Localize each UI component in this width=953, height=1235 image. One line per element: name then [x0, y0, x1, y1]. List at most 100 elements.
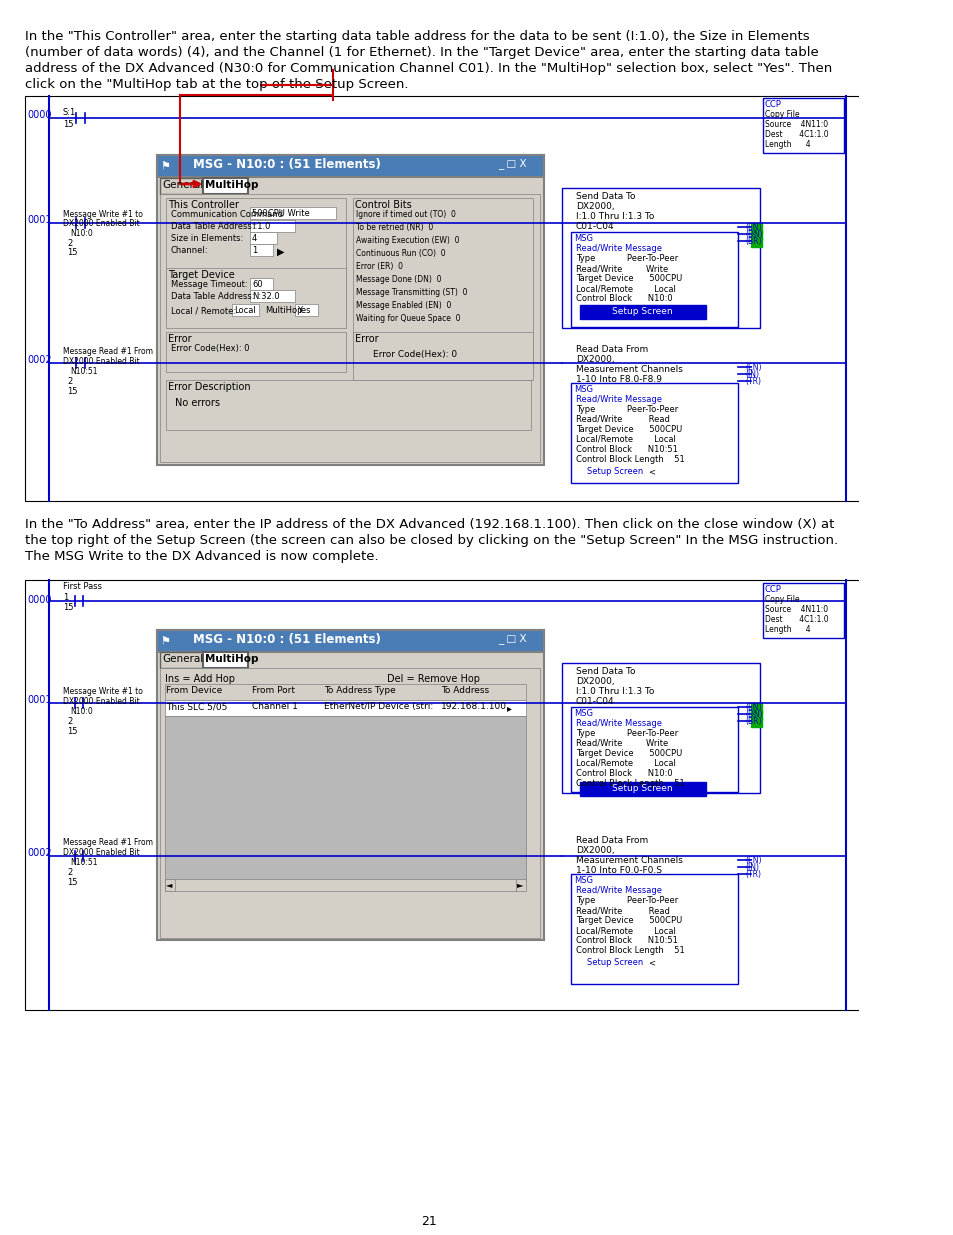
Bar [562, 663, 760, 793]
Bar [294, 304, 317, 316]
Text: 15: 15 [63, 603, 73, 613]
Text: Control Block      N10:51: Control Block N10:51 [576, 936, 678, 945]
Text: _ □ X: _ □ X [497, 158, 526, 169]
Bar [250, 290, 294, 303]
Text: Measurement Channels: Measurement Channels [576, 366, 682, 374]
Text: (DN): (DN) [744, 710, 762, 719]
Text: To Address Type: To Address Type [324, 685, 395, 695]
Text: N:32.0: N:32.0 [252, 291, 279, 301]
Text: C01-C04: C01-C04 [576, 697, 614, 706]
Text: Target Device: Target Device [168, 270, 234, 280]
Text: MSG: MSG [574, 385, 593, 394]
Text: ▸: ▸ [506, 703, 511, 713]
Text: 2: 2 [68, 718, 72, 726]
Bar [353, 332, 532, 380]
Text: Read/Write         Write: Read/Write Write [576, 739, 667, 748]
Text: Channel 1: Channel 1 [252, 701, 297, 711]
Text: (TR): (TR) [744, 869, 760, 879]
Bar [562, 188, 760, 329]
Text: General: General [162, 655, 203, 664]
Text: Type            Peer-To-Peer: Type Peer-To-Peer [576, 729, 678, 739]
Text: DX2000 Enabled Bit: DX2000 Enabled Bit [63, 219, 139, 228]
Text: CCP: CCP [764, 100, 781, 109]
Text: Length      4: Length 4 [764, 140, 810, 149]
Text: Message Read #1 From: Message Read #1 From [63, 347, 152, 356]
Text: DX2000,: DX2000, [576, 677, 614, 685]
Text: Read Data From: Read Data From [576, 345, 647, 354]
Text: 15: 15 [68, 878, 78, 887]
Text: (BR): (BR) [744, 718, 760, 726]
Bar [160, 194, 539, 462]
Bar [167, 198, 346, 317]
Text: Message Write #1 to: Message Write #1 to [63, 687, 143, 697]
Text: EtherNet/IP Device (stri:: EtherNet/IP Device (stri: [324, 701, 433, 711]
Bar [751, 718, 761, 727]
Bar [160, 652, 203, 668]
Text: 0001: 0001 [27, 695, 51, 705]
Text: Error: Error [168, 333, 192, 345]
Bar [762, 98, 843, 153]
Text: Read/Write          Read: Read/Write Read [576, 415, 669, 424]
Text: MultiHop: MultiHop [205, 180, 258, 190]
Text: 0002: 0002 [27, 848, 51, 858]
Text: 0000: 0000 [27, 110, 51, 120]
Text: Error Code(Hex): 0: Error Code(Hex): 0 [171, 345, 250, 353]
Text: 0000: 0000 [27, 595, 51, 605]
Bar [157, 630, 544, 940]
Text: Read/Write Message: Read/Write Message [576, 885, 661, 895]
Bar [516, 879, 526, 890]
Bar [167, 268, 346, 329]
Text: Data Table Address:: Data Table Address: [171, 291, 254, 301]
Bar [232, 304, 259, 316]
Text: Communication Command: Communication Command [171, 210, 283, 219]
Text: Local/Remote        Local: Local/Remote Local [576, 760, 675, 768]
Text: ⚑: ⚑ [160, 161, 170, 170]
Text: Local: Local [233, 306, 255, 315]
Bar [160, 668, 539, 939]
Text: Source    4N11:0: Source 4N11:0 [764, 120, 827, 128]
Text: Message Read #1 From: Message Read #1 From [63, 839, 152, 847]
Bar [157, 156, 544, 177]
Bar [165, 879, 516, 890]
Text: Message Write #1 to: Message Write #1 to [63, 210, 143, 219]
Text: Copy File: Copy File [764, 595, 799, 604]
Text: Local/Remote        Local: Local/Remote Local [576, 926, 675, 935]
Bar [250, 232, 277, 245]
Text: Setup Screen: Setup Screen [611, 308, 672, 316]
Text: _ □ X: _ □ X [497, 634, 526, 643]
Text: (IN): (IN) [744, 370, 759, 379]
Text: 1: 1 [63, 593, 69, 601]
Text: N10:0: N10:0 [71, 228, 92, 238]
Text: (number of data words) (4), and the Channel (1 for Ethernet). In the "Target Dev: (number of data words) (4), and the Chan… [25, 46, 818, 59]
Bar [751, 230, 761, 240]
Text: From Device: From Device [167, 685, 222, 695]
Text: Message Done (DN)  0: Message Done (DN) 0 [356, 275, 441, 284]
Text: To Address: To Address [440, 685, 489, 695]
Text: 0001: 0001 [27, 215, 51, 225]
Text: DX2000,: DX2000, [576, 203, 614, 211]
Text: Target Device      500CPU: Target Device 500CPU [576, 425, 681, 433]
Text: Size in Elements:: Size in Elements: [171, 233, 243, 243]
Text: (TR): (TR) [744, 377, 760, 387]
Text: MultiHop:: MultiHop: [265, 306, 305, 315]
Text: Error: Error [355, 333, 377, 345]
Bar [751, 237, 761, 247]
Bar [250, 207, 335, 219]
Text: 500CPU Write: 500CPU Write [252, 209, 310, 219]
Text: No errors: No errors [175, 398, 220, 408]
Bar [203, 652, 248, 668]
Text: Error Code(Hex): 0: Error Code(Hex): 0 [373, 350, 457, 359]
Text: Type            Peer-To-Peer: Type Peer-To-Peer [576, 405, 678, 414]
Text: the top right of the Setup Screen (the screen can also be closed by clicking on : the top right of the Setup Screen (the s… [25, 534, 838, 547]
Bar [165, 879, 175, 890]
Text: DX2000 Enabled Bit: DX2000 Enabled Bit [63, 848, 139, 857]
Text: From Port: From Port [252, 685, 294, 695]
Bar [203, 178, 248, 194]
Text: Awaiting Execution (EW)  0: Awaiting Execution (EW) 0 [356, 236, 459, 245]
Bar [250, 220, 294, 232]
Bar [762, 583, 843, 638]
Text: In the "To Address" area, enter the IP address of the DX Advanced (192.168.1.100: In the "To Address" area, enter the IP a… [25, 517, 834, 531]
Text: C01-C04: C01-C04 [576, 222, 614, 231]
Bar [751, 710, 761, 720]
Text: ▶: ▶ [277, 247, 284, 257]
